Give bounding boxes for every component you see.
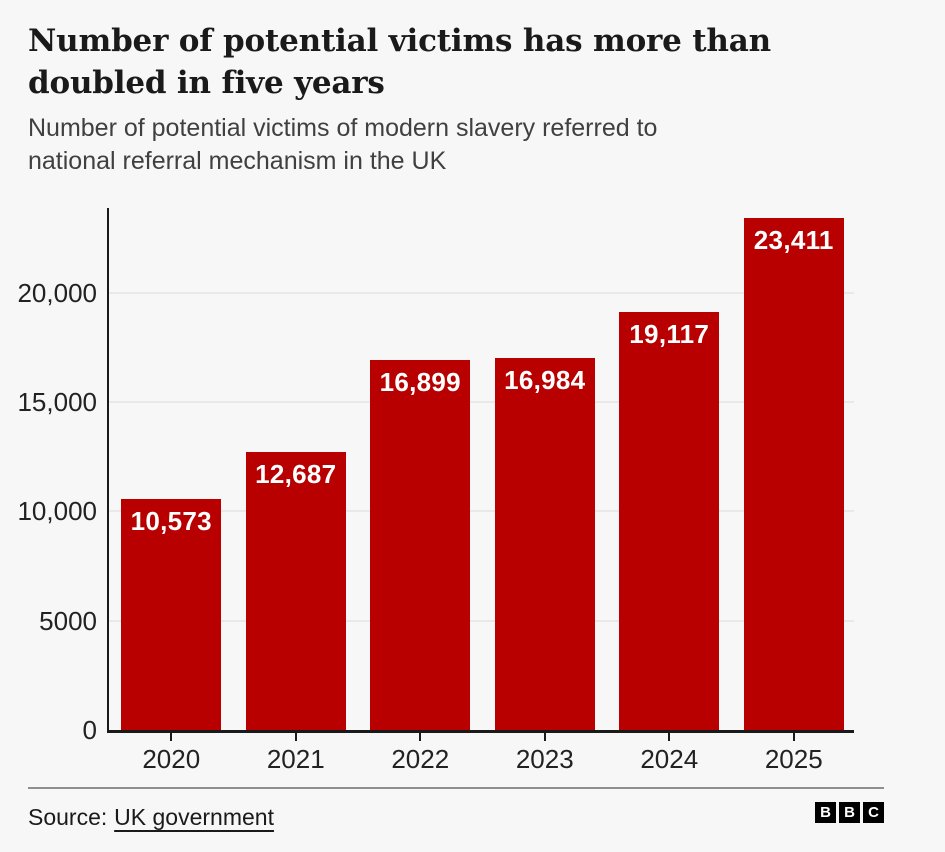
chart-subtitle: Number of potential victims of modern sl… [28, 112, 771, 178]
bar-value-label: 19,117 [629, 318, 710, 349]
y-axis-label: 5000 [39, 605, 97, 636]
x-axis-tick [170, 733, 173, 741]
chart-subtitle-line: national referral mechanism in the UK [28, 147, 447, 175]
source-line: Source: UK government [28, 804, 274, 831]
x-axis-label: 2023 [515, 744, 574, 774]
source-link[interactable]: UK government [114, 804, 274, 830]
bar-value-label: 23,411 [753, 224, 834, 255]
gridline [109, 291, 854, 294]
bar-2020: 10,573 [121, 498, 222, 730]
bar-chart-plot-area: 0 5000 10,000 15,000 20,000 10,573 2020 12,687 2… [17, 208, 854, 774]
chart-title-line: doubled in five years [28, 65, 385, 101]
x-axis-label: 2020 [142, 744, 201, 774]
bbc-logo-block: C [863, 802, 884, 823]
y-axis-label: 0 [82, 715, 97, 745]
x-axis-label: 2021 [266, 744, 325, 774]
gridline [109, 510, 854, 513]
x-axis-tick [668, 733, 671, 741]
y-axis-label: 20,000 [17, 277, 97, 308]
bar-value-label: 16,899 [379, 367, 461, 398]
bar-2022: 16,899 [370, 360, 471, 730]
chart-title-line: Number of potential victims has more tha… [28, 23, 771, 59]
chart-header: Number of potential victims has more tha… [28, 20, 771, 178]
x-axis-tick [419, 733, 422, 741]
bar-value-label: 16,984 [504, 365, 586, 396]
bar-value-label: 10,573 [130, 505, 212, 536]
gridline [109, 619, 854, 622]
chart-subtitle-line: Number of potential victims of modern sl… [28, 114, 658, 142]
bar-2025: 23,411 [743, 217, 844, 730]
x-axis-label: 2025 [764, 744, 823, 774]
y-axis-label: 15,000 [17, 386, 97, 417]
x-axis-tick [294, 733, 297, 741]
x-axis-tick [792, 733, 795, 741]
bar-2024: 19,117 [619, 311, 720, 730]
gridline [109, 400, 854, 403]
bbc-logo-block: B [839, 802, 860, 823]
bar-value-label: 12,687 [255, 459, 337, 490]
bar-2023: 16,984 [494, 358, 595, 730]
bar-2021: 12,687 [245, 452, 346, 730]
chart-title: Number of potential victims has more tha… [28, 20, 771, 104]
x-axis-label: 2022 [391, 744, 450, 774]
footer-divider [28, 787, 884, 789]
x-axis-tick [543, 733, 546, 741]
source-label: Source: [28, 804, 108, 830]
bbc-logo-block: B [815, 802, 836, 823]
x-axis-label: 2024 [640, 744, 699, 774]
y-axis-label: 10,000 [17, 496, 97, 527]
